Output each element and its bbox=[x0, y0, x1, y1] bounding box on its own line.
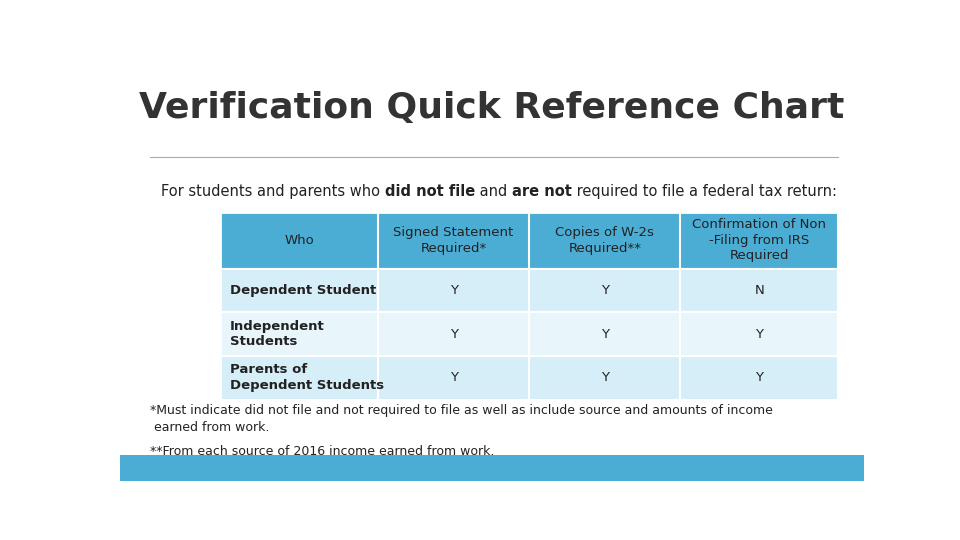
Text: are not: are not bbox=[512, 184, 571, 199]
Text: Y: Y bbox=[601, 284, 609, 297]
Text: Signed Statement
Required*: Signed Statement Required* bbox=[394, 226, 514, 255]
Text: Who: Who bbox=[284, 234, 314, 247]
Text: and: and bbox=[475, 184, 512, 199]
Text: Y: Y bbox=[449, 371, 458, 384]
Text: *Must indicate did not file and not required to file as well as include source a: *Must indicate did not file and not requ… bbox=[150, 404, 773, 434]
Text: Y: Y bbox=[756, 328, 763, 341]
Text: Y: Y bbox=[601, 371, 609, 384]
FancyBboxPatch shape bbox=[221, 356, 838, 400]
Text: Parents of
Dependent Students: Parents of Dependent Students bbox=[230, 363, 384, 392]
Text: Dependent Student: Dependent Student bbox=[230, 284, 376, 297]
Text: Confirmation of Non
-Filing from IRS
Required: Confirmation of Non -Filing from IRS Req… bbox=[692, 219, 827, 262]
Text: Y: Y bbox=[449, 284, 458, 297]
FancyBboxPatch shape bbox=[120, 455, 864, 481]
Text: For students and parents who: For students and parents who bbox=[161, 184, 385, 199]
Text: **From each source of 2016 income earned from work.: **From each source of 2016 income earned… bbox=[150, 446, 494, 458]
FancyBboxPatch shape bbox=[221, 268, 838, 312]
Text: did not file: did not file bbox=[385, 184, 475, 199]
FancyBboxPatch shape bbox=[221, 312, 838, 356]
Text: Independent
Students: Independent Students bbox=[230, 320, 324, 348]
Text: Verification Quick Reference Chart: Verification Quick Reference Chart bbox=[139, 91, 845, 125]
Text: Y: Y bbox=[756, 371, 763, 384]
Text: Copies of W-2s
Required**: Copies of W-2s Required** bbox=[556, 226, 655, 255]
Text: Y: Y bbox=[601, 328, 609, 341]
Text: Y: Y bbox=[449, 328, 458, 341]
Text: N: N bbox=[755, 284, 764, 297]
Text: required to file a federal tax return:: required to file a federal tax return: bbox=[571, 184, 836, 199]
FancyBboxPatch shape bbox=[221, 212, 838, 268]
